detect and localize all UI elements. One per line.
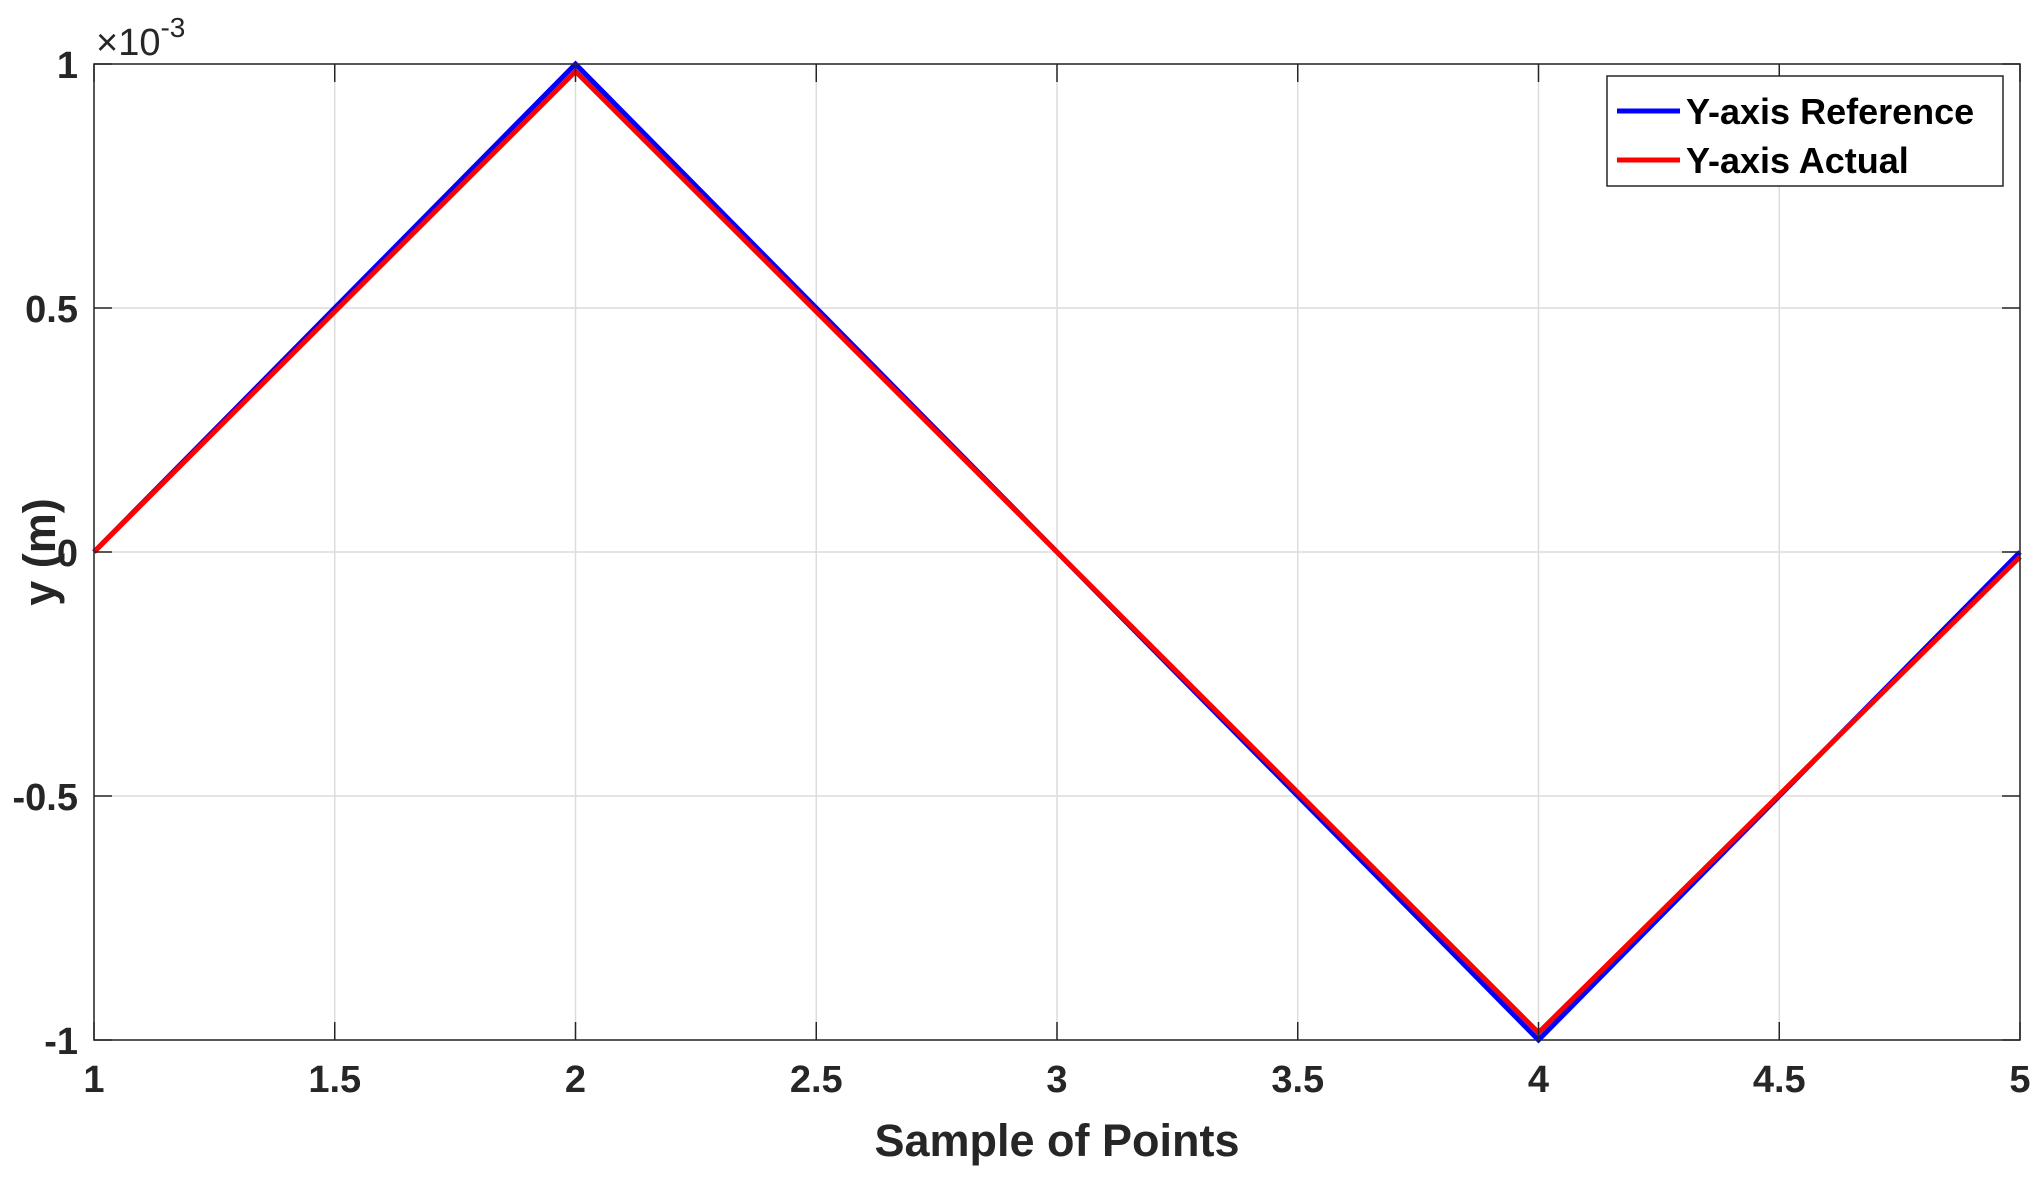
- x-tick-label: 5: [2009, 1059, 2030, 1101]
- x-tick-label: 1.5: [308, 1059, 361, 1101]
- x-tick-label: 3.5: [1271, 1059, 1324, 1101]
- x-tick-label: 3: [1046, 1059, 1067, 1101]
- y-tick-label: 0: [57, 533, 78, 575]
- y-tick-label: 0.5: [25, 289, 78, 331]
- y-multiplier-base: ×10: [96, 22, 160, 64]
- series-line-y-axis-actual: [92, 67, 2022, 1037]
- legend-box: [1606, 75, 2004, 187]
- y-multiplier-label: ×10-3: [96, 12, 185, 64]
- x-tick-label: 1: [83, 1059, 104, 1101]
- x-tick-label: 2.5: [790, 1059, 843, 1101]
- y-axis-label: y (m): [14, 498, 65, 606]
- y-tick-label: -0.5: [13, 777, 78, 819]
- x-axis-label: Sample of Points: [874, 1115, 1239, 1166]
- x-tick-label: 4.5: [1753, 1059, 1806, 1101]
- y-tick-label: -1: [44, 1021, 78, 1063]
- axis-ticks: [93, 63, 2021, 1041]
- x-tick-label: 4: [1528, 1059, 1549, 1101]
- legend-label-reference: Y-axis Reference: [1686, 91, 1974, 132]
- x-tick-label: 2: [565, 1059, 586, 1101]
- y-tick-label: 1: [57, 45, 78, 87]
- y-multiplier-exponent: -3: [160, 12, 185, 43]
- y-tick-labels: -1 -0.5 0 0.5 1: [13, 45, 78, 1063]
- data-series: [92, 60, 2022, 1044]
- x-tick-labels: 1 1.5 2 2.5 3 3.5 4 4.5 5: [83, 1059, 2030, 1101]
- legend: Y-axis Reference Y-axis Actual: [1606, 75, 2004, 187]
- legend-label-actual: Y-axis Actual: [1686, 140, 1909, 181]
